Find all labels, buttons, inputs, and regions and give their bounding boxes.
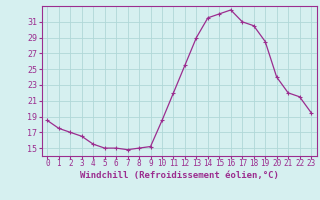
- X-axis label: Windchill (Refroidissement éolien,°C): Windchill (Refroidissement éolien,°C): [80, 171, 279, 180]
